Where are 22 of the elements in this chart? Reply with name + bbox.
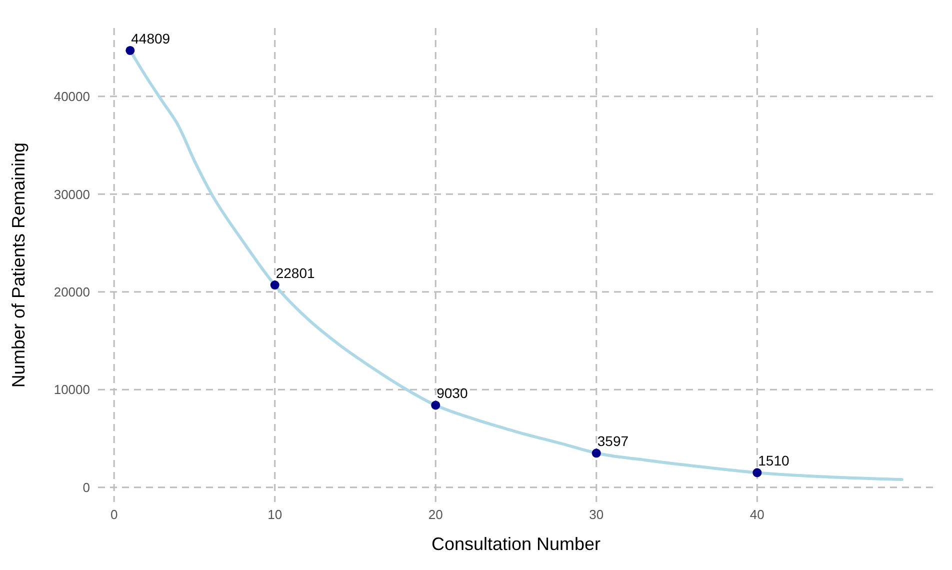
annotation: 3597 bbox=[597, 433, 629, 450]
point bbox=[752, 468, 762, 478]
y-tick-label: 40000 bbox=[54, 89, 90, 104]
x-tick-label: 10 bbox=[268, 507, 282, 522]
y-tick-label: 0 bbox=[82, 480, 90, 495]
x-axis-title: Consultation Number bbox=[431, 534, 601, 554]
annotation: 22801 bbox=[276, 265, 315, 282]
annotation: 1510 bbox=[758, 452, 790, 469]
x-tick-label: 20 bbox=[428, 507, 443, 522]
point bbox=[126, 46, 135, 55]
annotation: 44809 bbox=[131, 30, 170, 46]
y-tick-label: 10000 bbox=[54, 382, 90, 398]
x-tick-label: 0 bbox=[110, 507, 118, 522]
x-tick-label: 30 bbox=[589, 507, 604, 522]
y-tick-label: 20000 bbox=[54, 284, 90, 300]
point bbox=[270, 280, 280, 290]
y-tick-label: 30000 bbox=[54, 186, 90, 202]
annotation: 9030 bbox=[436, 385, 468, 402]
point bbox=[431, 400, 440, 410]
x-tick-label: 40 bbox=[750, 507, 764, 522]
point bbox=[592, 448, 601, 458]
y-axis-title: Number of Patients Remaining bbox=[8, 142, 28, 388]
